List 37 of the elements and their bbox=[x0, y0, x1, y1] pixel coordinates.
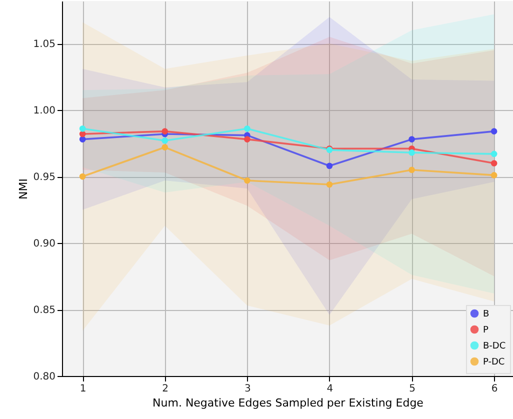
point bbox=[408, 136, 415, 142]
x-axis-title: Num. Negative Edges Sampled per Existing Edge bbox=[152, 396, 424, 410]
y-tick-label: 0.85 bbox=[33, 305, 56, 316]
x-tick-label: 3 bbox=[244, 384, 251, 394]
point bbox=[326, 162, 333, 170]
point bbox=[408, 149, 415, 156]
point bbox=[79, 130, 86, 138]
x-tick-label: 6 bbox=[491, 384, 498, 394]
y-tick-label: 1.00 bbox=[33, 106, 56, 117]
x-tick-label: 4 bbox=[326, 384, 334, 394]
point bbox=[326, 181, 333, 188]
point bbox=[244, 177, 250, 184]
point bbox=[162, 144, 168, 150]
x-tick-label: 2 bbox=[162, 384, 169, 394]
y-tick-label: 0.95 bbox=[33, 172, 56, 184]
y-tick-label: 1.05 bbox=[33, 39, 56, 50]
legend-label: P bbox=[483, 326, 489, 336]
x-tick-label: 5 bbox=[409, 384, 416, 394]
point bbox=[79, 136, 86, 142]
legend-label: P-DC bbox=[483, 358, 505, 368]
point bbox=[244, 136, 250, 142]
point bbox=[408, 166, 415, 174]
point bbox=[79, 126, 86, 132]
y-tick-label: 0.90 bbox=[33, 238, 56, 250]
legend-label: B bbox=[483, 310, 490, 320]
x-tick-label: 1 bbox=[80, 384, 86, 394]
point bbox=[79, 173, 86, 180]
point bbox=[162, 128, 168, 134]
legend-label: B-DC bbox=[483, 342, 506, 352]
point bbox=[162, 137, 168, 144]
point bbox=[490, 128, 498, 134]
y-tick-label: 0.80 bbox=[33, 372, 56, 382]
y-axis-title: NMI bbox=[17, 178, 30, 200]
point bbox=[490, 160, 498, 166]
point bbox=[490, 150, 498, 158]
point bbox=[244, 126, 250, 132]
point bbox=[490, 172, 498, 178]
